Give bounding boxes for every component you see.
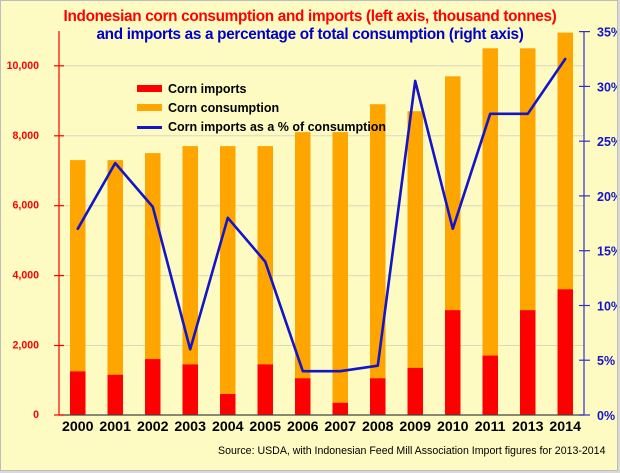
svg-text:4,000: 4,000 xyxy=(12,270,39,282)
svg-text:8,000: 8,000 xyxy=(12,130,39,142)
svg-text:0: 0 xyxy=(33,409,39,421)
svg-text:2011: 2011 xyxy=(475,419,506,435)
svg-text:2013: 2013 xyxy=(512,419,544,435)
svg-text:10%: 10% xyxy=(597,300,618,314)
svg-text:30%: 30% xyxy=(597,80,618,94)
svg-text:2007: 2007 xyxy=(324,419,356,435)
svg-text:2,000: 2,000 xyxy=(12,340,39,352)
svg-text:2008: 2008 xyxy=(362,419,394,435)
svg-text:2010: 2010 xyxy=(437,419,469,435)
svg-text:6,000: 6,000 xyxy=(12,200,39,212)
svg-text:2000: 2000 xyxy=(62,419,94,435)
svg-text:5%: 5% xyxy=(597,354,615,368)
svg-text:0%: 0% xyxy=(597,409,615,423)
svg-text:20%: 20% xyxy=(597,190,618,204)
svg-text:25%: 25% xyxy=(597,135,618,149)
svg-text:2002: 2002 xyxy=(137,419,169,435)
svg-text:2003: 2003 xyxy=(174,419,206,435)
svg-text:2005: 2005 xyxy=(249,419,281,435)
svg-text:2014: 2014 xyxy=(549,419,581,435)
svg-text:2009: 2009 xyxy=(399,419,431,435)
svg-text:2006: 2006 xyxy=(287,419,319,435)
svg-text:2001: 2001 xyxy=(99,419,131,435)
svg-text:15%: 15% xyxy=(597,245,618,259)
svg-text:10,000: 10,000 xyxy=(7,60,40,72)
svg-text:2004: 2004 xyxy=(212,419,244,435)
